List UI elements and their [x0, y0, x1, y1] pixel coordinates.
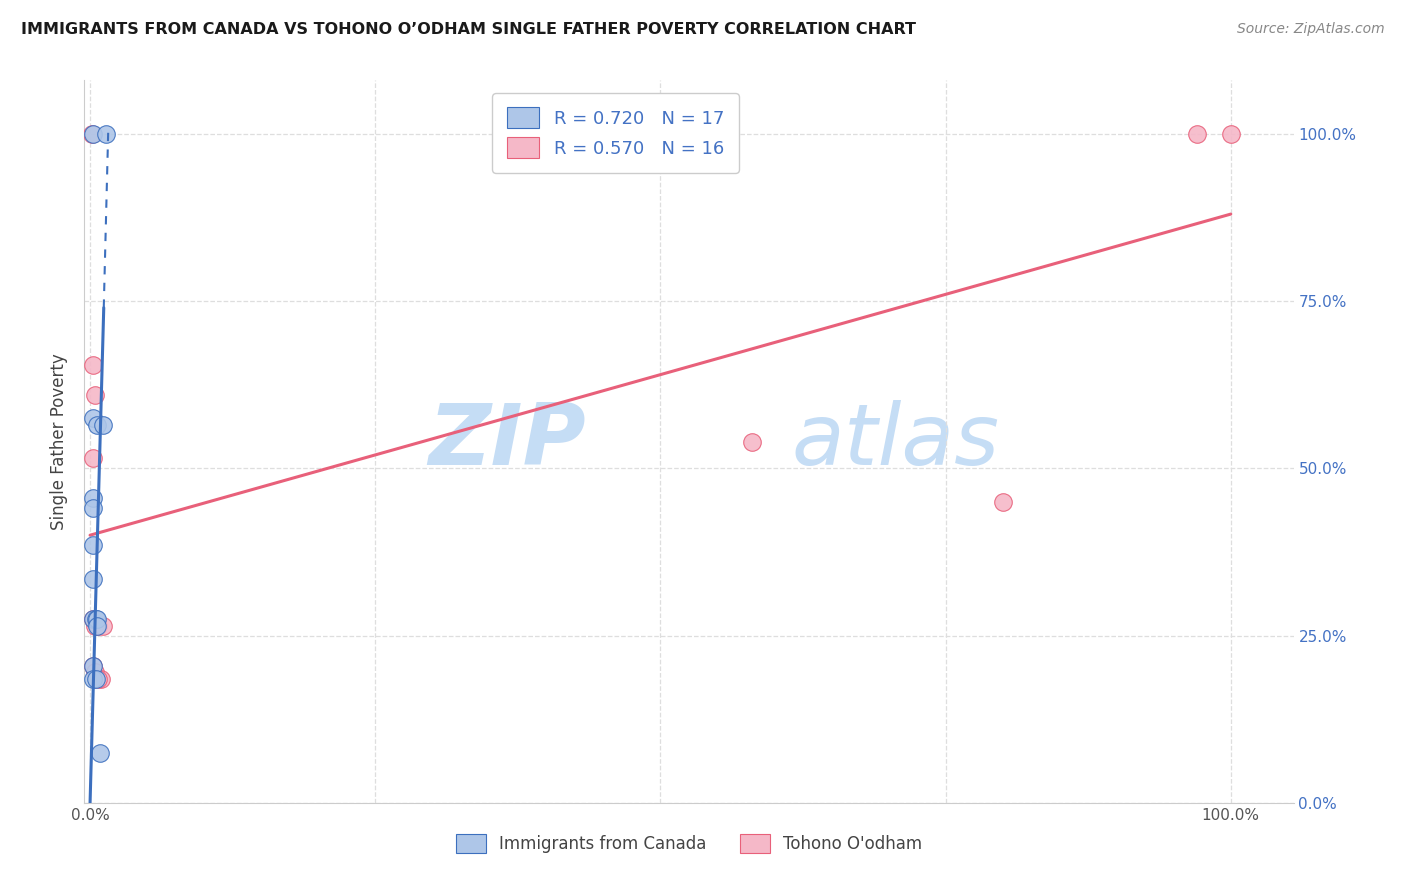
- Point: [82, 411, 104, 425]
- Point: [91, 618, 114, 632]
- Point: [741, 434, 763, 449]
- Point: [91, 417, 114, 432]
- Point: [1185, 127, 1208, 141]
- Point: [82, 672, 104, 686]
- Text: IMMIGRANTS FROM CANADA VS TOHONO O’ODHAM SINGLE FATHER POVERTY CORRELATION CHART: IMMIGRANTS FROM CANADA VS TOHONO O’ODHAM…: [21, 22, 917, 37]
- Point: [82, 612, 104, 626]
- Point: [83, 618, 105, 632]
- Point: [90, 672, 112, 686]
- Point: [82, 127, 104, 141]
- Point: [87, 618, 110, 632]
- Point: [83, 665, 105, 680]
- Point: [82, 358, 104, 372]
- Point: [84, 672, 107, 686]
- Point: [87, 672, 110, 686]
- Legend: Immigrants from Canada, Tohono O'odham: Immigrants from Canada, Tohono O'odham: [449, 827, 929, 860]
- Point: [82, 501, 104, 516]
- Point: [94, 127, 117, 141]
- Point: [82, 451, 104, 466]
- Point: [84, 612, 107, 626]
- Point: [86, 618, 108, 632]
- Point: [83, 387, 105, 401]
- Point: [82, 538, 104, 552]
- Point: [82, 572, 104, 586]
- Point: [82, 658, 104, 673]
- Text: Source: ZipAtlas.com: Source: ZipAtlas.com: [1237, 22, 1385, 37]
- Point: [1219, 127, 1241, 141]
- Point: [991, 494, 1014, 508]
- Point: [82, 491, 104, 506]
- Point: [82, 127, 104, 141]
- Point: [82, 658, 104, 673]
- Y-axis label: Single Father Poverty: Single Father Poverty: [51, 353, 69, 530]
- Text: ZIP: ZIP: [429, 400, 586, 483]
- Point: [86, 417, 108, 432]
- Point: [89, 746, 111, 760]
- Point: [86, 612, 108, 626]
- Point: [82, 612, 104, 626]
- Text: atlas: atlas: [792, 400, 1000, 483]
